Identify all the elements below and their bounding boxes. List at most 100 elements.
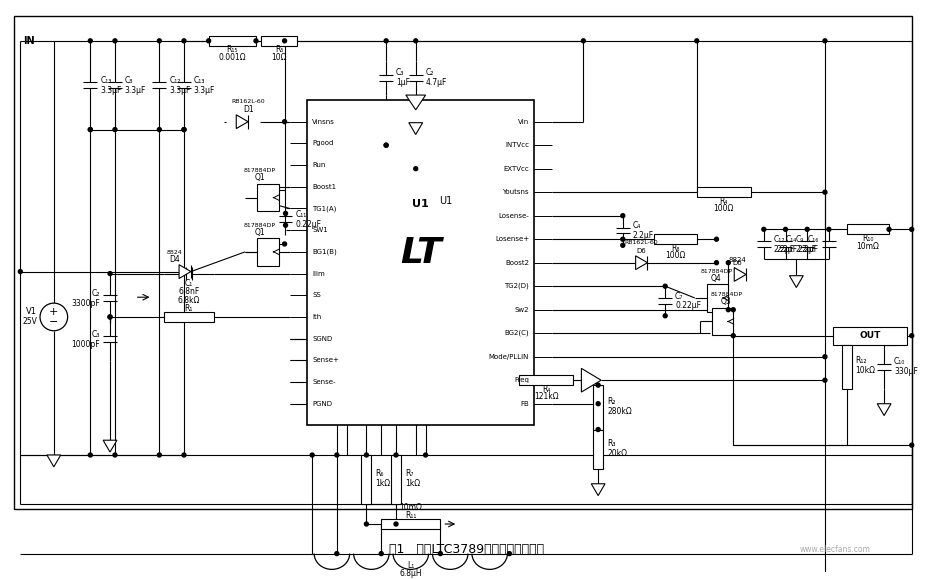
Text: PGND: PGND [312,401,333,406]
Circle shape [581,39,586,43]
Text: 图1   基于LTC3789开关电源的电路图: 图1 基于LTC3789开关电源的电路图 [389,543,545,556]
Text: Freq: Freq [515,377,530,383]
Text: 817884DP: 817884DP [244,168,276,174]
Text: 8824: 8824 [166,250,182,255]
Bar [164,312,214,322]
Circle shape [910,228,913,232]
Circle shape [910,443,913,447]
Text: TG1(A): TG1(A) [312,205,336,212]
Circle shape [827,228,831,232]
Text: C₃: C₃ [396,68,404,78]
Text: 0.22μF: 0.22μF [295,220,321,229]
Circle shape [108,315,112,319]
Text: Vinsns: Vinsns [312,119,335,124]
Circle shape [335,552,339,556]
Circle shape [621,237,625,241]
Text: 330μF: 330μF [894,367,918,376]
Polygon shape [103,440,117,452]
Text: −: − [50,317,59,327]
Bar [257,238,278,266]
Polygon shape [47,455,61,467]
Circle shape [663,284,667,288]
Text: 100Ω: 100Ω [714,204,734,214]
Circle shape [715,237,718,241]
Polygon shape [236,115,248,129]
Text: C₉: C₉ [796,234,803,244]
Circle shape [695,39,699,43]
Text: Pgood: Pgood [312,140,333,146]
Circle shape [157,127,162,131]
Polygon shape [636,256,647,270]
Text: 817884DP: 817884DP [700,269,732,274]
Text: Q1: Q1 [255,228,265,237]
Text: 0.22μF: 0.22μF [675,302,701,310]
Text: 817884DP: 817884DP [711,292,743,298]
Text: C₇: C₇ [675,292,684,301]
Circle shape [113,39,117,43]
Text: 10mΩ: 10mΩ [856,241,879,251]
Text: Sense+: Sense+ [312,357,339,364]
Text: SS: SS [312,292,321,298]
Circle shape [394,453,398,457]
Circle shape [284,223,288,227]
Text: 817884DP: 817884DP [244,223,276,228]
Circle shape [910,334,913,338]
Text: 1kΩ: 1kΩ [404,479,420,488]
Circle shape [157,453,162,457]
Bar [593,430,603,469]
Circle shape [784,228,787,232]
Circle shape [206,39,210,43]
Circle shape [89,127,92,131]
Bar [519,375,573,385]
Circle shape [762,228,766,232]
Circle shape [364,522,368,526]
Polygon shape [789,276,803,288]
Circle shape [379,552,383,556]
Text: Run: Run [312,162,326,168]
Circle shape [663,314,667,318]
Text: Ith: Ith [312,314,321,320]
Text: L₁: L₁ [407,561,415,570]
Text: C₁₆: C₁₆ [808,234,819,244]
Text: www.elecfans.com: www.elecfans.com [800,545,870,554]
Polygon shape [409,123,422,134]
Text: U1: U1 [412,199,429,209]
Circle shape [384,39,389,43]
Text: Q4: Q4 [711,274,722,283]
Text: 3300pF: 3300pF [71,299,100,307]
Circle shape [414,39,417,43]
Text: Sense-: Sense- [312,379,335,385]
Circle shape [384,143,389,147]
Circle shape [414,167,417,171]
Text: Q1: Q1 [255,173,265,182]
Text: C₁₃: C₁₃ [194,76,205,85]
Text: Q3: Q3 [721,297,731,306]
Text: 2.2μF: 2.2μF [798,244,819,254]
Text: Mode/PLLIN: Mode/PLLIN [488,354,530,360]
Text: BG1(B): BG1(B) [312,248,337,255]
Text: 2.2μF: 2.2μF [796,244,816,254]
Text: C₁₁: C₁₁ [295,210,306,219]
Text: R₆: R₆ [375,469,384,478]
Circle shape [823,190,827,194]
Text: C₂: C₂ [92,289,100,298]
Text: C₁₃: C₁₃ [100,76,111,85]
Text: 6.8μH: 6.8μH [400,569,422,578]
Circle shape [823,39,827,43]
Text: Youtsns: Youtsns [502,189,530,195]
Bar [361,455,372,504]
Bar [842,345,852,389]
Circle shape [731,307,735,312]
Text: 10kΩ: 10kΩ [856,366,875,375]
Text: R₁₀: R₁₀ [862,234,873,243]
Circle shape [715,261,718,265]
Text: 121kΩ: 121kΩ [534,393,559,401]
Text: 2.2μF: 2.2μF [773,244,795,254]
Text: 10Ω: 10Ω [272,53,287,62]
Bar [208,36,256,46]
Bar [833,327,907,345]
Text: R₈: R₈ [672,244,680,252]
Circle shape [507,552,512,556]
Polygon shape [591,484,605,496]
Text: Losense-: Losense- [499,212,530,219]
